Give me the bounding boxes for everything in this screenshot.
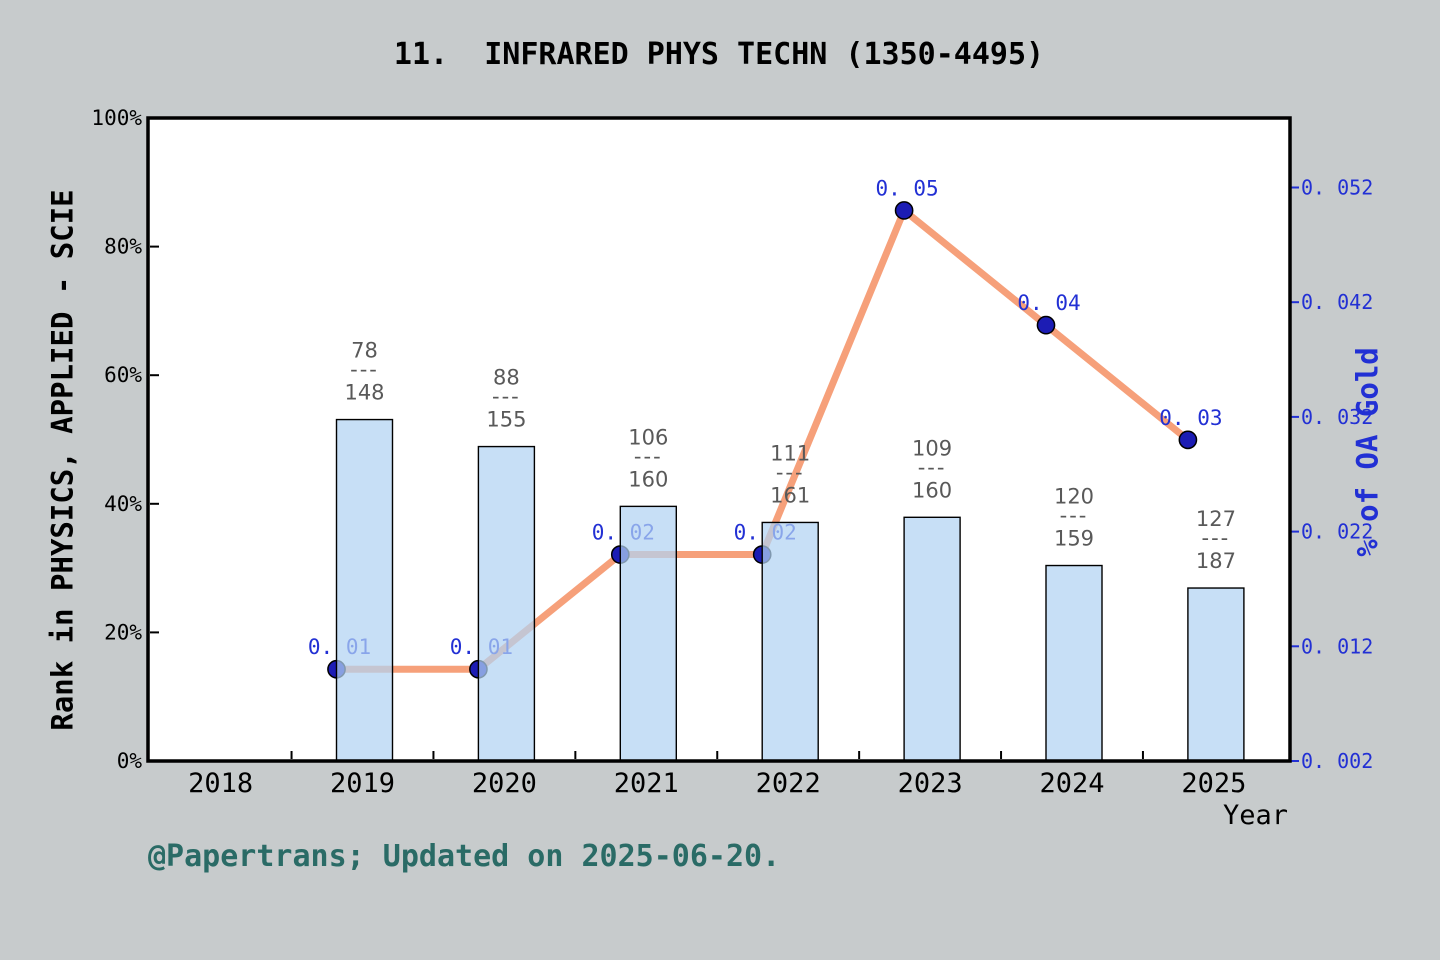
bar-label-separator: --- bbox=[1060, 504, 1089, 528]
oa-point-2024 bbox=[1036, 315, 1056, 335]
bar-label-separator: --- bbox=[350, 358, 379, 382]
bar-label-separator: --- bbox=[918, 455, 947, 479]
oa-point-2023 bbox=[894, 201, 914, 220]
bar-label-numerator-2022: 111 bbox=[770, 441, 810, 465]
bar-label-numerator-2025: 127 bbox=[1196, 507, 1236, 531]
bar-label-numerator-2023: 109 bbox=[912, 436, 952, 460]
bar-label-separator: --- bbox=[634, 444, 663, 468]
x-tick-label-2020: 2020 bbox=[472, 768, 537, 799]
bar-2020 bbox=[477, 445, 536, 762]
bar-label-denominator-2025: 187 bbox=[1196, 549, 1236, 573]
x-tick-label-2021: 2021 bbox=[614, 768, 679, 799]
bar-label-numerator-2024: 120 bbox=[1054, 485, 1094, 509]
bar-label-numerator-2021: 106 bbox=[628, 425, 668, 449]
bar-label-separator: --- bbox=[776, 460, 805, 484]
bar-2023 bbox=[903, 516, 961, 762]
left-tick-label-60%: 60% bbox=[104, 363, 142, 387]
bar-2024 bbox=[1045, 564, 1103, 762]
oa-value-label-2025: 0. 03 bbox=[1159, 406, 1222, 430]
bar-label-denominator-2022: 161 bbox=[770, 483, 810, 507]
right-tick-label-1: 0. 012 bbox=[1301, 634, 1373, 658]
chart-title: 11. INFRARED PHYS TECHN (1350-4495) bbox=[393, 37, 1045, 72]
right-axis-title: % of OA Gold bbox=[1350, 347, 1385, 557]
right-tick-label-5: 0. 052 bbox=[1301, 176, 1373, 200]
left-axis-title: Rank in PHYSICS, APPLIED - SCIE bbox=[45, 189, 80, 731]
left-tick-label-40%: 40% bbox=[104, 492, 142, 516]
oa-value-label-2023: 0. 05 bbox=[875, 176, 938, 200]
x-tick-label-2025: 2025 bbox=[1181, 768, 1246, 799]
left-tick-label-20%: 20% bbox=[104, 620, 142, 644]
x-tick-label-2018: 2018 bbox=[188, 768, 253, 799]
bar-2019 bbox=[335, 418, 394, 762]
x-axis-title: Year bbox=[1222, 800, 1288, 831]
x-tick-label-2023: 2023 bbox=[898, 768, 963, 799]
left-tick-label-80%: 80% bbox=[104, 235, 142, 259]
bar-2025 bbox=[1187, 587, 1245, 762]
plot-background bbox=[148, 118, 1290, 761]
right-tick-label-2: 0. 022 bbox=[1301, 520, 1373, 544]
bar-label-denominator-2020: 155 bbox=[486, 408, 526, 432]
oa-point-2025 bbox=[1178, 430, 1198, 450]
bar-label-separator: --- bbox=[492, 385, 521, 409]
x-tick-label-2022: 2022 bbox=[756, 768, 821, 799]
bar-label-numerator-2020: 88 bbox=[493, 366, 520, 390]
left-tick-label-0%: 0% bbox=[117, 749, 143, 773]
bar-label-numerator-2019: 78 bbox=[351, 339, 378, 363]
bar-label-denominator-2021: 160 bbox=[628, 467, 668, 491]
footer-credit: @Papertrans; Updated on 2025-06-20. bbox=[148, 839, 781, 874]
bar-label-denominator-2019: 148 bbox=[344, 381, 384, 405]
x-tick-label-2019: 2019 bbox=[330, 768, 395, 799]
left-tick-label-100%: 100% bbox=[91, 106, 142, 130]
plot-frame bbox=[146, 116, 1292, 763]
bar-2022 bbox=[761, 521, 819, 762]
right-tick-label-0: 0. 002 bbox=[1301, 749, 1373, 773]
bar-label-denominator-2024: 159 bbox=[1054, 527, 1094, 551]
right-tick-label-3: 0. 032 bbox=[1301, 405, 1373, 429]
bar-label-separator: --- bbox=[1202, 526, 1231, 550]
bar-label-denominator-2023: 160 bbox=[912, 478, 952, 502]
right-tick-label-4: 0. 042 bbox=[1301, 290, 1373, 314]
x-tick-label-2024: 2024 bbox=[1039, 768, 1104, 799]
oa-value-label-2024: 0. 04 bbox=[1017, 291, 1080, 315]
bar-2021 bbox=[619, 505, 677, 762]
